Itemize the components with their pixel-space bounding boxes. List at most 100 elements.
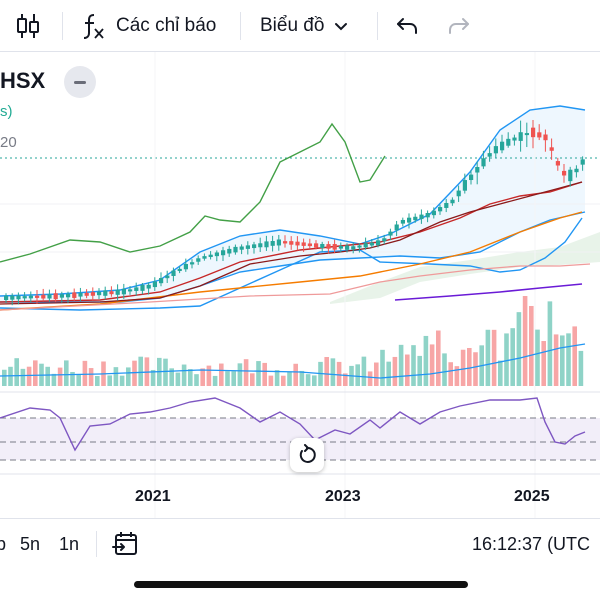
candle-body xyxy=(531,127,536,138)
top-toolbar: Các chỉ báo Biểu đồ xyxy=(0,0,600,52)
candle-body xyxy=(72,292,77,298)
candle-body xyxy=(59,294,64,298)
volume-bar xyxy=(126,367,131,386)
candle-body xyxy=(394,224,399,231)
function-fx-icon xyxy=(83,14,104,39)
volume-average-line xyxy=(0,343,586,379)
volume-bar xyxy=(392,356,398,386)
candle-body xyxy=(512,137,517,141)
volume-bar xyxy=(281,375,286,386)
candle-body xyxy=(90,292,95,296)
candle-body xyxy=(326,244,331,249)
volume-bar xyxy=(442,353,447,386)
volume-bar xyxy=(498,360,503,386)
candle-body xyxy=(537,132,542,138)
candle-body xyxy=(140,285,145,291)
candle-body xyxy=(524,133,529,136)
indicators-button[interactable]: Các chỉ báo xyxy=(80,0,216,52)
candle-body xyxy=(103,290,108,296)
volume-bar xyxy=(473,352,478,386)
volume-bar xyxy=(250,373,255,386)
candle-body xyxy=(47,294,52,299)
candle-body xyxy=(35,295,40,298)
volume-bar xyxy=(150,369,156,386)
volume-bar xyxy=(355,364,360,386)
range-button-5y[interactable]: 5n xyxy=(20,533,41,554)
symbol-value: 20 xyxy=(0,134,17,151)
volume-bar xyxy=(200,368,205,386)
candle-body xyxy=(413,216,418,221)
candle-body xyxy=(425,213,430,218)
chart-type-dropdown[interactable]: Biểu đồ xyxy=(260,0,350,52)
ma-blue-long-line xyxy=(0,217,583,311)
volume-bar xyxy=(535,329,540,386)
symbol-name[interactable]: HSX xyxy=(0,68,46,93)
symbol-subtitle: s) xyxy=(0,103,13,120)
ma-red-line xyxy=(0,181,583,303)
reset-rotate-icon xyxy=(299,444,316,463)
candle-body xyxy=(41,294,46,299)
candle-body xyxy=(500,141,505,151)
volume-bar xyxy=(243,359,249,386)
candle-body xyxy=(208,254,213,258)
volume-bar xyxy=(572,326,577,386)
collapse-legend-button[interactable] xyxy=(64,66,96,98)
candle-body xyxy=(227,248,232,254)
range-button-1y[interactable]: 1n xyxy=(59,533,80,554)
candlestick-button[interactable] xyxy=(14,0,42,52)
candle-body xyxy=(121,288,126,295)
undo-icon xyxy=(397,18,417,34)
candle-body xyxy=(574,168,579,173)
candle-body xyxy=(159,278,164,284)
toolbar-divider xyxy=(240,12,241,40)
volume-bar xyxy=(45,366,50,386)
volume-bar xyxy=(305,374,311,386)
clock-timezone[interactable]: 16:12:37 (UTC xyxy=(472,533,591,554)
undo-button[interactable] xyxy=(394,0,420,52)
volume-bar xyxy=(380,349,385,386)
volume-bar xyxy=(343,373,348,386)
volume-bar xyxy=(20,368,26,386)
goto-date-button[interactable] xyxy=(112,519,140,569)
volume-bar xyxy=(330,358,336,386)
volume-bar xyxy=(119,375,125,386)
range-button-partial[interactable]: b xyxy=(0,533,7,554)
candle-body xyxy=(152,281,157,288)
volume-bar xyxy=(510,328,515,386)
volume-bar xyxy=(163,358,168,386)
minus-icon xyxy=(74,80,86,84)
candle-body xyxy=(568,169,573,182)
volume-bar xyxy=(64,360,69,386)
bottom-divider xyxy=(96,531,97,557)
toolbar-divider xyxy=(377,12,378,40)
volume-bar xyxy=(423,335,429,386)
volume-bar xyxy=(231,371,236,386)
candle-body xyxy=(264,241,269,248)
redo-button[interactable] xyxy=(446,0,472,52)
volume-bar xyxy=(547,301,553,386)
candle-body xyxy=(369,242,374,246)
price-chart[interactable] xyxy=(0,52,600,518)
volume-bar xyxy=(504,333,509,386)
candle-body xyxy=(314,243,319,248)
volume-bar xyxy=(411,345,416,386)
volume-bar xyxy=(299,370,305,386)
goto-date-icon xyxy=(112,532,137,555)
volume-bar xyxy=(516,312,522,386)
candle-body xyxy=(289,241,294,245)
volume-bar xyxy=(398,344,404,386)
volume-bar xyxy=(206,365,212,386)
volume-bar xyxy=(485,329,491,386)
reset-chart-button[interactable] xyxy=(290,438,324,472)
candle-body xyxy=(419,214,424,220)
candle-body xyxy=(183,263,188,270)
candle-body xyxy=(258,243,263,248)
volume-bar xyxy=(194,374,199,386)
ichimoku-cloud xyxy=(330,232,600,304)
candle-body xyxy=(134,287,139,291)
volume-bar xyxy=(181,364,187,386)
candle-body xyxy=(332,244,337,250)
candle-body xyxy=(307,243,312,247)
volume-bar xyxy=(529,305,534,386)
candlestick-icon xyxy=(17,14,39,38)
